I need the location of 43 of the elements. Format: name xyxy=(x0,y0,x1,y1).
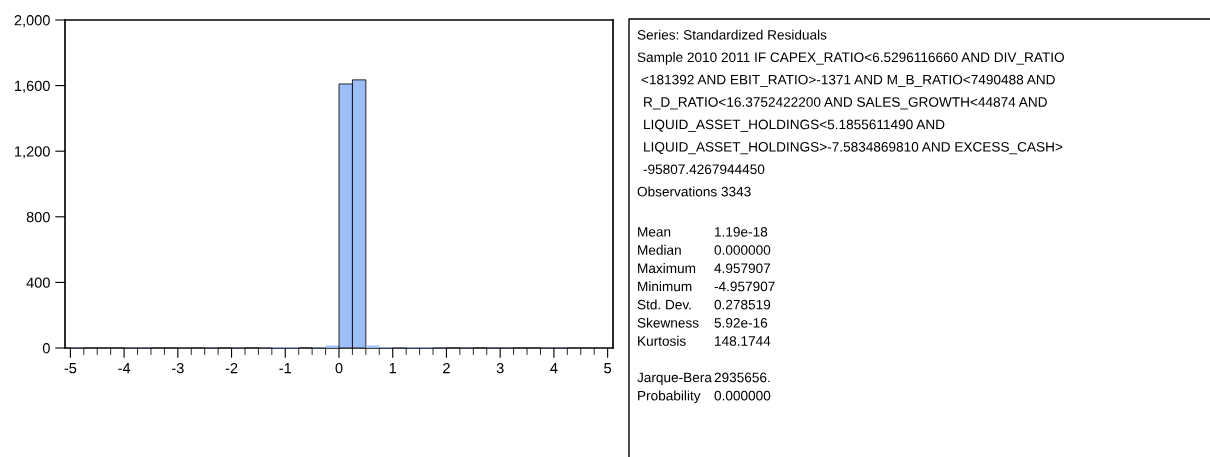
text: Maximum xyxy=(638,263,696,274)
text: Skewness xyxy=(637,317,699,328)
text: Mean xyxy=(638,227,671,237)
text: <181392 AND EBIT_RATIO>-1371 AND M_B_RATIO<7490488 AND xyxy=(641,74,1055,88)
y-tick-label: 2,000 xyxy=(14,15,50,28)
x-tick-label: 0 xyxy=(335,362,343,374)
y-tick-label: 800 xyxy=(26,211,50,223)
text: Probability xyxy=(638,390,701,404)
x-tick-label: -5 xyxy=(64,363,77,374)
text: -95807.4267944450 xyxy=(643,164,765,175)
text: -4.957907 xyxy=(714,281,775,292)
y-tick-label: 1,200 xyxy=(15,146,50,159)
x-tick-label: -1 xyxy=(279,363,292,374)
x-tick-label: 4 xyxy=(550,363,558,374)
y-tick-label: 400 xyxy=(26,277,50,288)
text: Jarque-Bera xyxy=(637,372,712,385)
text: 4.957907 xyxy=(714,263,771,274)
text: 0.278519 xyxy=(714,299,771,310)
text: 0.000000 xyxy=(714,390,771,401)
text: Sample 2010 2011 IF CAPEX_RATIO<6.5296116660 AND DIV_RATIO xyxy=(637,52,1064,65)
text: Minimum xyxy=(638,281,692,292)
text: LIQUID_ASSET_HOLDINGS<5.1855611490 AND xyxy=(644,119,945,132)
text: Series: Standardized Residuals xyxy=(637,29,827,40)
y-tick-label: 0 xyxy=(42,343,50,354)
y-tick-label: 1,600 xyxy=(15,80,50,93)
text: Observations 3343 xyxy=(637,186,751,197)
x-tick-label: -2 xyxy=(225,362,238,374)
x-tick-label: 2 xyxy=(443,362,450,374)
text: Kurtosis xyxy=(638,335,686,346)
text: 1.19e-18 xyxy=(715,227,768,237)
x-tick-label: 1 xyxy=(389,363,397,374)
x-tick-label: 3 xyxy=(496,362,504,374)
text: 0.000000 xyxy=(714,245,771,255)
text: Std. Dev. xyxy=(637,299,691,310)
x-tick-label: -4 xyxy=(118,363,131,374)
text: 2935656. xyxy=(714,372,770,383)
text: R_D_RATIO<16.3752422200 AND SALES_GROWTH<44874 AND xyxy=(644,97,1047,110)
text: 5.92e-16 xyxy=(714,318,768,328)
x-tick-label: 5 xyxy=(604,363,612,374)
text: 148.1744 xyxy=(715,336,771,346)
text: LIQUID_ASSET_HOLDINGS>-7.5834869810 AND EXCESS_CASH> xyxy=(644,142,1063,155)
x-tick-label: -3 xyxy=(171,362,184,374)
text: Median xyxy=(638,244,681,255)
